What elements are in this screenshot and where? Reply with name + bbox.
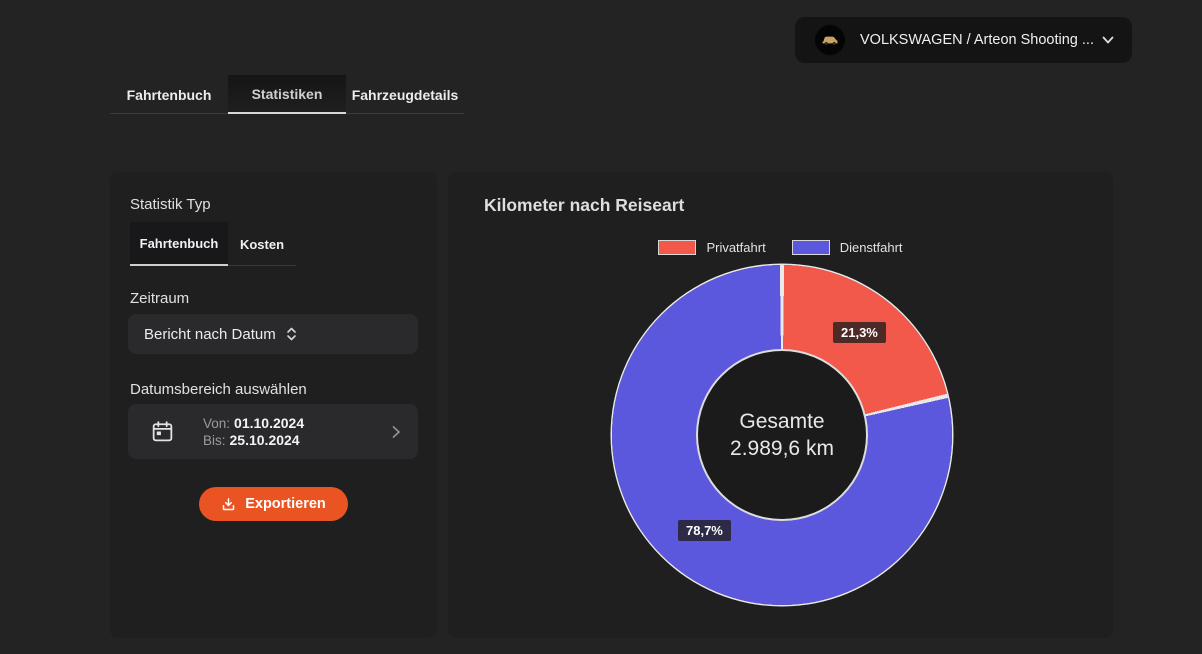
statistik-typ-subtabs: Fahrtenbuch Kosten — [130, 222, 296, 266]
chevron-down-icon — [1102, 36, 1114, 44]
zeitraum-heading: Zeitraum — [130, 290, 190, 307]
legend-item-privatfahrt[interactable]: Privatfahrt — [658, 240, 766, 255]
pct-label-privatfahrt: 21,3% — [833, 322, 886, 343]
chart-panel: Kilometer nach Reiseart Privatfahrt Dien… — [448, 172, 1113, 638]
date-from-value: 01.10.2024 — [234, 414, 305, 431]
chart-title: Kilometer nach Reiseart — [484, 195, 685, 215]
statistik-typ-heading: Statistik Typ — [130, 196, 211, 213]
calendar-icon — [152, 421, 173, 442]
chevron-right-icon — [392, 425, 400, 438]
pct-label-dienstfahrt: 78,7% — [678, 520, 731, 541]
chart-legend: Privatfahrt Dienstfahrt — [448, 240, 1113, 255]
donut-chart: Gesamte 2.989,6 km 21,3% 78,7% — [612, 265, 952, 605]
legend-swatch-dienstfahrt — [791, 240, 830, 255]
tab-statistiken[interactable]: Statistiken — [228, 75, 346, 114]
date-from-label: Von: — [203, 415, 231, 431]
main-tabs: Fahrtenbuch Statistiken Fahrzeugdetails — [110, 75, 464, 114]
donut-center-label: Gesamte — [739, 410, 825, 433]
legend-label-privatfahrt: Privatfahrt — [706, 240, 766, 255]
donut-center: Gesamte 2.989,6 km — [696, 349, 868, 521]
date-range-picker[interactable]: Von: 01.10.2024 Bis: 25.10.2024 — [128, 404, 418, 459]
report-type-select[interactable]: Bericht nach Datum — [128, 314, 418, 354]
vehicle-selector-label: VOLKSWAGEN / Arteon Shooting ... — [860, 32, 1094, 48]
date-range-heading: Datumsbereich auswählen — [130, 381, 307, 398]
car-icon — [822, 36, 838, 45]
report-type-select-value: Bericht nach Datum — [144, 325, 276, 343]
legend-item-dienstfahrt[interactable]: Dienstfahrt — [791, 240, 903, 255]
export-button-label: Exportieren — [245, 496, 326, 512]
tab-fahrtenbuch[interactable]: Fahrtenbuch — [126, 86, 212, 103]
date-range-values: Von: 01.10.2024 Bis: 25.10.2024 — [203, 415, 388, 449]
legend-swatch-privatfahrt — [658, 240, 697, 255]
date-to-label: Bis: — [203, 432, 226, 448]
statistics-sidebar: Statistik Typ Fahrtenbuch Kosten Zeitrau… — [110, 172, 437, 638]
vehicle-selector[interactable]: VOLKSWAGEN / Arteon Shooting ... — [795, 17, 1132, 63]
legend-label-dienstfahrt: Dienstfahrt — [839, 240, 903, 255]
subtab-fahrtenbuch[interactable]: Fahrtenbuch — [130, 222, 228, 266]
download-icon — [222, 497, 235, 510]
tab-fahrzeugdetails[interactable]: Fahrzeugdetails — [351, 86, 459, 103]
select-updown-icon — [286, 327, 296, 341]
export-button[interactable]: Exportieren — [199, 487, 348, 521]
donut-center-value: 2.989,6 km — [730, 437, 834, 460]
vehicle-avatar — [815, 25, 845, 55]
subtab-kosten[interactable]: Kosten — [239, 236, 285, 252]
date-to-value: 25.10.2024 — [229, 431, 300, 448]
